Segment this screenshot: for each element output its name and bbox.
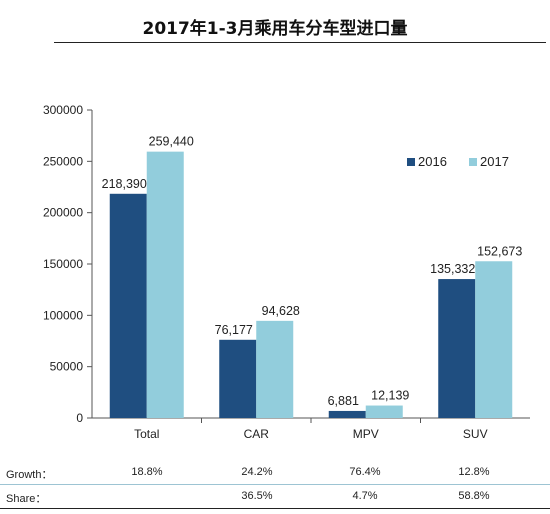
growth-value-mpv: 76.4%	[349, 466, 381, 478]
data-label: 152,673	[477, 244, 522, 258]
legend-label-2017: 2017	[480, 154, 509, 169]
x-tick-label: CAR	[244, 427, 270, 441]
bar-2017-suv	[475, 261, 513, 418]
share-value-suv: 58.8%	[458, 490, 490, 502]
growth-label: Growth：	[6, 469, 53, 481]
share-value-mpv: 4.7%	[352, 490, 378, 502]
legend-swatch-2016	[407, 158, 415, 166]
y-tick-label: 0	[76, 411, 83, 425]
bar-2016-suv	[438, 279, 476, 418]
bar-2017-mpv	[365, 405, 403, 418]
legend-label-2016: 2016	[418, 154, 447, 169]
y-tick-label: 300000	[43, 103, 83, 117]
data-label: 218,390	[102, 177, 147, 191]
title-underline	[54, 42, 546, 43]
bar-2017-total	[146, 151, 184, 418]
bar-chart: 0 50000 100000 150000 200000 250000 300000 Tota…	[43, 103, 530, 441]
y-tick-label: 200000	[43, 206, 83, 220]
share-label: Share：	[6, 493, 47, 505]
data-label: 135,332	[430, 262, 475, 276]
x-tick-label: SUV	[463, 427, 488, 441]
data-label: 76,177	[215, 323, 253, 337]
growth-row: Growth： 18.8% 24.2% 76.4% 12.8%	[0, 462, 550, 485]
legend-swatch-2017	[469, 158, 477, 166]
bar-2016-mpv	[328, 410, 366, 418]
bar-2017-car	[256, 320, 294, 418]
bar-2016-total	[109, 193, 147, 418]
growth-value-total: 18.8%	[131, 466, 163, 478]
data-label: 12,139	[371, 389, 409, 403]
y-tick-label: 50000	[50, 360, 84, 374]
x-tick-label: MPV	[353, 427, 379, 441]
data-label: 259,440	[149, 135, 194, 149]
y-tick-label: 150000	[43, 257, 83, 271]
growth-value-car: 24.2%	[241, 466, 273, 478]
chart-title: 2017年1-3月乘用车分车型进口量	[142, 19, 408, 39]
data-label: 94,628	[262, 304, 300, 318]
x-tick-label: Total	[134, 427, 159, 441]
share-value-car: 36.5%	[241, 490, 273, 502]
data-label: 6,881	[328, 394, 359, 408]
y-tick-label: 250000	[43, 154, 83, 168]
share-row: Share： 36.5% 4.7% 58.8%	[0, 486, 550, 509]
growth-value-suv: 12.8%	[458, 466, 490, 478]
y-tick-label: 100000	[43, 308, 83, 322]
bar-2016-car	[219, 339, 257, 418]
